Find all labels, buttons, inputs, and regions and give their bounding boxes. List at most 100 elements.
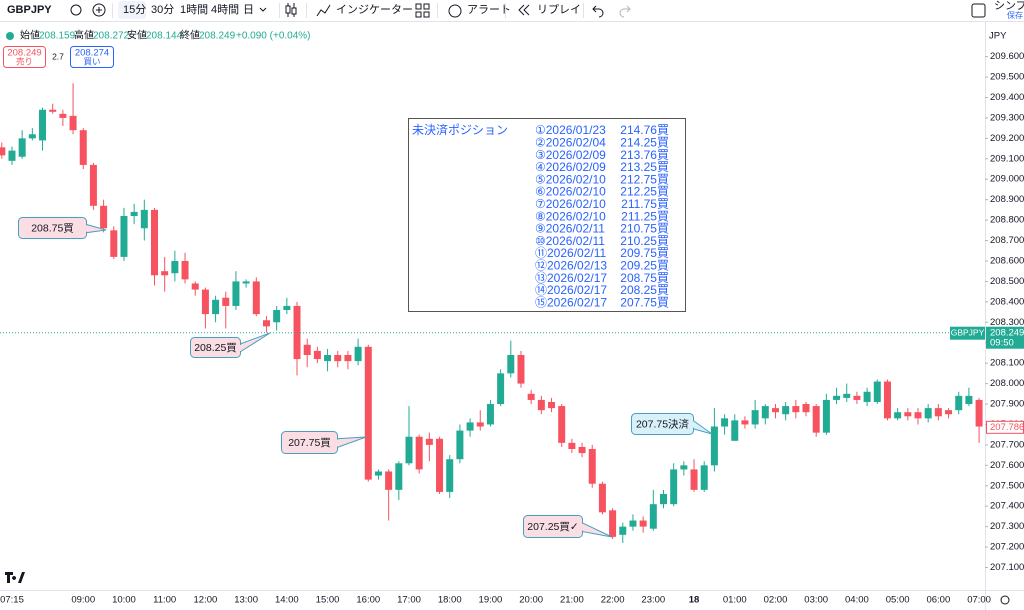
candle-body <box>873 381 881 402</box>
alert-button[interactable]: アラート <box>467 4 511 16</box>
candle-body <box>374 471 382 476</box>
sell-button[interactable] <box>3 46 46 68</box>
indicators-button[interactable]: インジケーター <box>336 3 413 16</box>
candle-body <box>446 459 454 492</box>
candle-body <box>79 130 87 165</box>
candle-body <box>558 406 566 443</box>
x-tick-label: 15:00 <box>316 595 340 606</box>
candle-body <box>364 346 372 480</box>
interval-menu-icon[interactable] <box>259 7 267 12</box>
candle-body <box>812 406 820 433</box>
alert-icon[interactable] <box>448 4 462 18</box>
y-tick-label: 208.500 <box>990 276 1024 287</box>
candle-body <box>609 510 617 537</box>
candle-body <box>110 230 118 257</box>
candle-body <box>130 211 138 217</box>
interval[interactable]: 4時間 <box>211 3 239 16</box>
x-tick-label: 02:00 <box>764 595 788 606</box>
symbol-tag-text: GBPJPY <box>951 327 985 337</box>
replay-button[interactable]: リプレイ <box>537 3 581 16</box>
candle-body <box>843 393 851 398</box>
x-tick-label: 01:00 <box>723 595 747 606</box>
candle-body <box>965 395 973 405</box>
candle-body <box>924 408 932 419</box>
position-date: ②2026/02/04 <box>535 135 606 149</box>
candle-body <box>700 465 708 490</box>
position-date: ⑬2026/02/17 <box>535 271 607 285</box>
position-date: ⑥2026/02/10 <box>535 185 606 199</box>
checkbox[interactable] <box>971 3 986 18</box>
y-tick-label: 208.300 <box>990 317 1024 328</box>
candle-body <box>761 406 769 419</box>
candle-body <box>639 520 647 527</box>
sell-label: 売り <box>16 56 33 66</box>
y-tick-label: 207.300 <box>990 521 1024 532</box>
position-price: 210.25買 <box>620 234 669 248</box>
y-tick-label: 209.400 <box>990 92 1024 103</box>
candle-body <box>100 205 108 229</box>
y-tick-label: 208.000 <box>990 378 1024 389</box>
indicators-icon[interactable] <box>316 4 331 17</box>
layout-icon[interactable] <box>415 3 430 18</box>
callout-text: 207.75決済 <box>636 417 690 430</box>
position-price: 211.25買 <box>621 209 669 223</box>
position-date: ⑩2026/02/11 <box>535 234 605 248</box>
candle-body <box>262 320 270 327</box>
add-symbol-plus <box>96 7 102 13</box>
redo-icon[interactable] <box>619 5 631 18</box>
candle-body <box>914 412 922 419</box>
candle-body <box>619 526 627 535</box>
price-tag-text: 208.249 <box>990 328 1024 339</box>
compare-icon[interactable] <box>70 4 82 16</box>
replay-icon[interactable] <box>518 4 530 16</box>
candle-body <box>120 216 128 257</box>
settings-icon[interactable] <box>1000 595 1010 605</box>
candle-body <box>273 310 281 323</box>
candle-body <box>945 410 953 415</box>
position-price: 207.75買 <box>620 295 669 309</box>
save-button[interactable]: 保存 <box>1007 10 1023 20</box>
candle-body <box>59 113 67 118</box>
position-date: ⑮2026/02/17 <box>535 295 607 309</box>
y-tick-label: 207.600 <box>990 460 1024 471</box>
y-tick-label: 207.700 <box>990 439 1024 450</box>
candle-body <box>436 438 444 492</box>
candle-body <box>598 483 606 513</box>
buy-button[interactable] <box>70 46 114 68</box>
interval[interactable]: 1時間 <box>180 3 208 16</box>
legend-value: 208.249 <box>199 31 236 42</box>
position-date: ⑧2026/02/10 <box>535 209 606 223</box>
candle-body <box>161 271 169 276</box>
candle-body <box>507 354 515 374</box>
candle-body <box>975 399 983 427</box>
candle-body <box>822 399 830 433</box>
countdown: 09:50 <box>990 338 1014 349</box>
x-tick-label: 18:00 <box>438 595 462 606</box>
chart-type-icon <box>291 7 297 15</box>
legend: 始値 208.159 高値 208.272 安値 208.144 終値 208.… <box>6 29 311 42</box>
candle-body <box>354 346 362 362</box>
position-date: ⑤2026/02/10 <box>535 172 606 186</box>
interval[interactable]: 30分 <box>151 3 174 16</box>
y-tick-label: 208.900 <box>990 194 1024 205</box>
position-date: ⑭2026/02/17 <box>535 283 607 297</box>
x-tick-label: 13:00 <box>234 595 258 606</box>
candle-body <box>731 420 739 441</box>
x-tick-label: 20:00 <box>519 595 543 606</box>
candle-body <box>181 260 189 280</box>
undo-icon[interactable] <box>592 5 604 18</box>
interval[interactable]: 15分 <box>123 3 146 16</box>
price-tag-text: 207.786 <box>990 422 1024 433</box>
y-tick-label: 208.700 <box>990 235 1024 246</box>
x-tick-label: 04:00 <box>845 595 869 606</box>
add-symbol-icon[interactable] <box>92 3 106 17</box>
candle-body <box>833 395 841 400</box>
candle-body <box>660 493 667 505</box>
symbol[interactable]: GBPJPY <box>7 4 52 16</box>
interval[interactable]: 日 <box>243 4 254 16</box>
layout-name[interactable]: シンプ <box>994 0 1024 12</box>
candle-body <box>324 354 332 362</box>
x-tick-label: 16:00 <box>356 595 380 606</box>
y-tick-label: 208.400 <box>990 296 1024 307</box>
candle-body <box>69 115 77 131</box>
